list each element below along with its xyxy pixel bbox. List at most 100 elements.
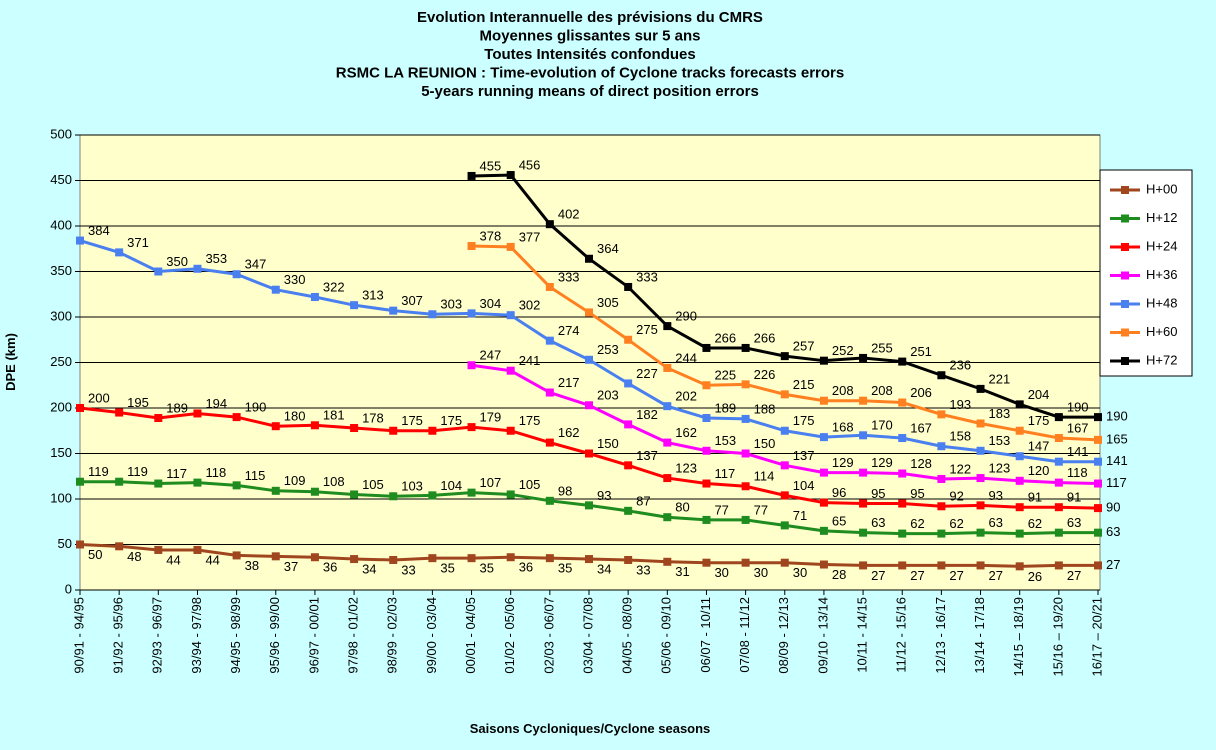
- data-label: 303: [440, 297, 462, 312]
- data-point: [663, 513, 672, 522]
- x-tick-label: 93/94 - 97/98: [189, 597, 204, 674]
- data-label: 30: [714, 565, 728, 580]
- data-label: 305: [597, 295, 619, 310]
- data-label: 206: [910, 385, 932, 400]
- data-point: [624, 335, 633, 344]
- data-label: 44: [166, 552, 180, 567]
- data-point: [819, 526, 828, 535]
- data-label: 92: [949, 489, 963, 504]
- y-tick-label: 0: [65, 581, 72, 596]
- data-label: 204: [1028, 387, 1050, 402]
- legend-marker: [1121, 271, 1129, 280]
- data-label: 247: [480, 348, 502, 363]
- data-label: 27: [1067, 568, 1081, 583]
- data-point: [898, 561, 907, 570]
- data-point: [702, 515, 711, 524]
- data-point: [859, 561, 868, 570]
- data-point: [780, 461, 789, 470]
- data-label: 175: [440, 413, 462, 428]
- data-point: [702, 343, 711, 352]
- data-point: [1054, 528, 1063, 537]
- legend-marker: [1121, 300, 1129, 308]
- data-point: [859, 468, 868, 477]
- data-point: [976, 474, 985, 483]
- x-tick-label: 94/95 - 98/99: [228, 597, 243, 674]
- data-point: [467, 488, 476, 497]
- chart-title: Evolution Interannuelle des prévisions d…: [417, 9, 763, 26]
- data-label: 34: [362, 561, 376, 576]
- data-label: 91: [1067, 490, 1081, 505]
- data-point: [937, 410, 946, 419]
- data-point: [389, 306, 398, 315]
- data-point: [976, 419, 985, 428]
- data-label: 91: [1028, 490, 1042, 505]
- data-label: 182: [636, 407, 658, 422]
- data-point: [506, 311, 515, 320]
- data-point: [193, 478, 202, 487]
- data-label: 150: [597, 436, 619, 451]
- data-label: 44: [205, 552, 219, 567]
- y-tick-label: 500: [50, 126, 72, 141]
- data-label: 123: [989, 461, 1011, 476]
- data-point: [663, 557, 672, 566]
- data-label: 37: [284, 559, 298, 574]
- data-label: 225: [714, 368, 736, 383]
- y-tick-label: 50: [58, 536, 72, 551]
- data-point: [819, 433, 828, 442]
- data-label: 50: [88, 547, 102, 562]
- data-point: [271, 552, 280, 561]
- data-label: 34: [597, 561, 611, 576]
- data-point: [350, 490, 359, 499]
- data-label: 129: [871, 455, 893, 470]
- data-label: 200: [88, 390, 110, 405]
- data-point: [545, 220, 554, 229]
- data-point: [976, 384, 985, 393]
- data-point: [741, 343, 750, 352]
- data-label: 175: [793, 413, 815, 428]
- data-point: [115, 408, 124, 417]
- y-tick-label: 150: [50, 445, 72, 460]
- data-point: [976, 528, 985, 537]
- data-point: [859, 499, 868, 508]
- data-label: 33: [636, 562, 650, 577]
- data-label: 95: [910, 486, 924, 501]
- data-point: [1054, 413, 1063, 422]
- data-point: [545, 282, 554, 291]
- legend-marker: [1121, 328, 1129, 337]
- data-point: [663, 363, 672, 372]
- y-axis-title: DPE (km): [3, 333, 18, 391]
- data-point: [232, 413, 241, 422]
- data-label: 96: [832, 485, 846, 500]
- data-label: 35: [480, 561, 494, 576]
- data-label: 175: [1028, 413, 1050, 428]
- legend-marker: [1121, 214, 1129, 223]
- data-point: [1015, 529, 1024, 538]
- data-point: [76, 236, 84, 245]
- data-label: 147: [1028, 439, 1050, 454]
- data-point: [624, 282, 633, 291]
- data-point: [467, 361, 476, 370]
- data-point: [310, 487, 319, 496]
- data-label: 63: [1067, 515, 1081, 530]
- data-label: 322: [323, 279, 345, 294]
- data-point: [310, 553, 319, 562]
- data-label: 27: [949, 568, 963, 583]
- data-label: 63: [1106, 524, 1120, 539]
- data-point: [663, 474, 672, 483]
- x-tick-label: 14/15 – 18/19: [1011, 597, 1026, 677]
- data-label: 158: [949, 429, 971, 444]
- data-point: [702, 479, 711, 488]
- data-point: [859, 528, 868, 537]
- data-label: 117: [1106, 475, 1127, 490]
- data-label: 93: [597, 488, 611, 503]
- data-label: 63: [871, 515, 885, 530]
- data-label: 65: [832, 513, 846, 528]
- data-label: 36: [519, 560, 533, 575]
- data-label: 307: [401, 293, 423, 308]
- data-point: [663, 322, 672, 331]
- data-label: 104: [440, 478, 462, 493]
- data-label: 178: [362, 410, 384, 425]
- data-point: [76, 404, 84, 412]
- data-point: [898, 499, 907, 508]
